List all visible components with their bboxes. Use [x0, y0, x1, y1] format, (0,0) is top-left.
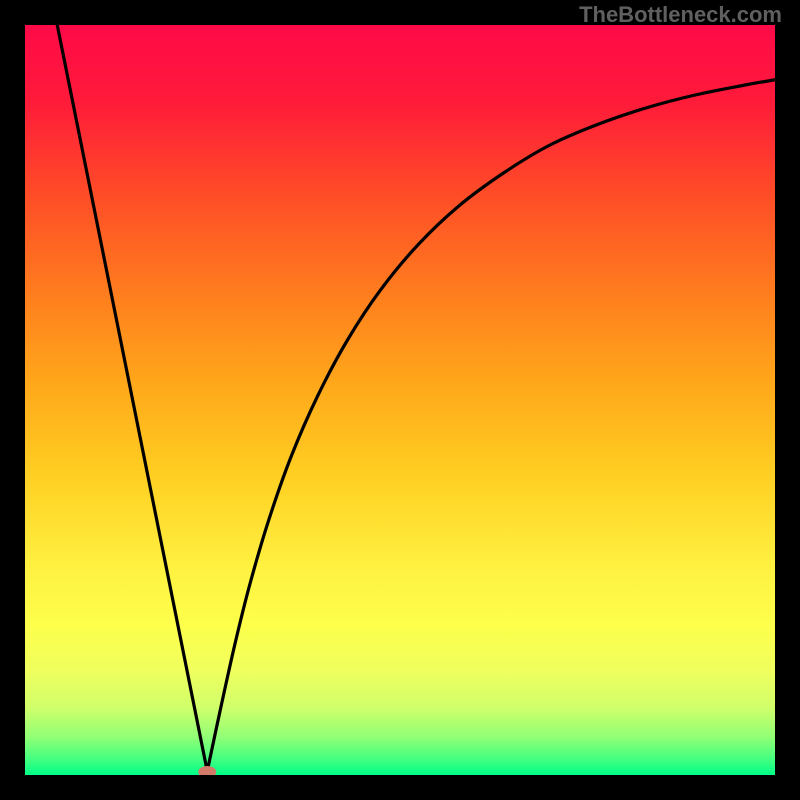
chart-frame: TheBottleneck.com	[0, 0, 800, 800]
watermark-text: TheBottleneck.com	[579, 2, 782, 28]
plot-area	[25, 25, 775, 775]
gradient-background	[25, 25, 775, 775]
plot-svg	[25, 25, 775, 775]
